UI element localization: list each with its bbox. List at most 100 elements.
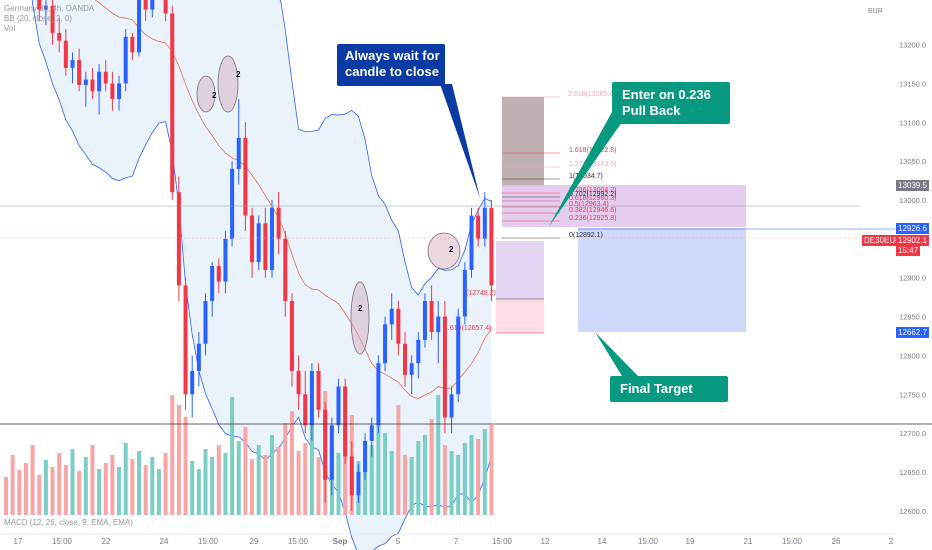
- candle-body: [97, 71, 102, 92]
- time-tick-label: 15:00: [198, 537, 219, 546]
- time-tick-label: 29: [250, 537, 259, 546]
- candle-body: [296, 370, 301, 395]
- volume-bar: [50, 467, 55, 515]
- candle-body: [349, 456, 354, 496]
- volume-bar: [289, 411, 294, 515]
- candle-body: [37, 0, 42, 10]
- candle-body: [283, 238, 288, 302]
- circle-number: 2: [236, 70, 241, 79]
- volume-bar: [10, 455, 15, 515]
- volume-bar: [429, 419, 434, 515]
- symbol-legend[interactable]: Germany 30, 4h, OANDA: [4, 4, 95, 13]
- time-tick-label: Sep: [333, 537, 348, 546]
- lower-fib-label: 1.618(12657.4): [444, 325, 491, 332]
- volume-bar: [456, 455, 461, 515]
- volume-bar: [150, 457, 155, 515]
- candle-body: [250, 215, 255, 263]
- vol-legend[interactable]: Vol: [4, 24, 16, 33]
- volume-bar: [250, 459, 255, 515]
- circle-number: 2: [449, 245, 454, 254]
- volume-bar: [263, 455, 268, 515]
- bb-upper-line: [280, 0, 492, 296]
- volume-bar: [97, 469, 102, 515]
- candle-body: [323, 409, 328, 480]
- time-tick-label: 21: [744, 537, 753, 546]
- target-pointer: [595, 332, 638, 376]
- macd-legend[interactable]: MACD (12, 26, close, 9, EMA, EMA): [4, 518, 133, 527]
- volume-bar: [403, 455, 407, 515]
- candle-body: [336, 386, 341, 426]
- wait-callout-line1: Always wait for: [345, 48, 440, 63]
- volume-bar: [23, 463, 28, 515]
- candle-body: [57, 32, 62, 41]
- currency-label: EUR: [868, 8, 883, 15]
- volume-bar: [303, 443, 308, 515]
- volume-bar: [369, 445, 374, 515]
- candle-body: [70, 60, 75, 68]
- highlight-circle: [427, 232, 461, 270]
- fib-level-label: 1(13034.7): [569, 173, 603, 180]
- volume-bar: [183, 417, 188, 515]
- candle-body: [150, 0, 155, 10]
- time-tick-label: 7: [454, 537, 459, 546]
- volume-bar: [383, 433, 388, 515]
- candle-body: [356, 471, 361, 496]
- volume-bar: [190, 461, 195, 515]
- candle-body: [176, 192, 181, 286]
- fib-level-label: 0(12892.1): [569, 232, 603, 239]
- candle-body: [190, 370, 195, 395]
- volume-bar: [376, 425, 381, 515]
- candle-body: [396, 308, 401, 344]
- volume-bar: [37, 475, 42, 515]
- volume-bar: [270, 435, 274, 515]
- price-tick-label: 12800.0: [899, 351, 926, 360]
- circle-number: 2: [358, 304, 363, 313]
- volume-bar: [137, 451, 141, 515]
- volume-bar: [223, 453, 228, 515]
- volume-bar: [163, 453, 168, 515]
- lower-fib-label: (12748.2): [466, 290, 496, 297]
- candle-body: [369, 425, 374, 441]
- target-callout-label: Final Target: [620, 381, 693, 396]
- candle-body: [436, 316, 441, 333]
- candle-body: [210, 266, 215, 302]
- fib-level-label: 0.786(13004.2): [569, 187, 616, 194]
- candle-body: [243, 137, 248, 216]
- fib-level-label: 2.618(13265.4): [568, 91, 615, 98]
- time-tick-label: 15:00: [492, 537, 513, 546]
- volume-bar: [482, 429, 487, 515]
- candle-body: [422, 301, 427, 340]
- candle-body: [409, 363, 414, 375]
- price-tick-label: 12650.0: [899, 468, 926, 477]
- price-tick-label: 12700.0: [899, 429, 926, 438]
- candle-body: [117, 83, 122, 99]
- lower-fib-zone-b: [496, 299, 544, 333]
- candle-body: [163, 0, 168, 14]
- price-badge-target: 12662.7: [896, 327, 929, 338]
- volume-bar: [156, 469, 161, 515]
- fib-level-label: 0.5(12963.4): [569, 201, 609, 208]
- candle-body: [429, 301, 434, 333]
- volume-bar: [30, 445, 35, 515]
- volume-bar: [176, 405, 181, 515]
- wait-pointer: [440, 84, 480, 198]
- candle-body: [230, 168, 235, 239]
- highlight-circle: [350, 281, 370, 355]
- volume-bar: [416, 441, 421, 515]
- symbol-tag: DE30EUR: [862, 235, 903, 246]
- price-badge-top: 13039.5: [896, 180, 929, 191]
- volume-bar: [196, 469, 201, 515]
- candle-body: [289, 301, 294, 371]
- time-tick-label: 2: [889, 537, 894, 546]
- volume-bars: [4, 391, 494, 515]
- price-tick-label: 12750.0: [899, 390, 926, 399]
- candle-body: [309, 370, 314, 426]
- volume-bar: [117, 467, 122, 515]
- candle-body: [363, 440, 368, 472]
- volume-bar: [476, 439, 481, 515]
- fib-level-label: 0.382(12946.6): [569, 207, 616, 214]
- bb-legend[interactable]: BB (20, close, 2, 0): [4, 14, 73, 23]
- volume-bar: [256, 445, 261, 515]
- lower-fib-zone-a: [496, 241, 544, 299]
